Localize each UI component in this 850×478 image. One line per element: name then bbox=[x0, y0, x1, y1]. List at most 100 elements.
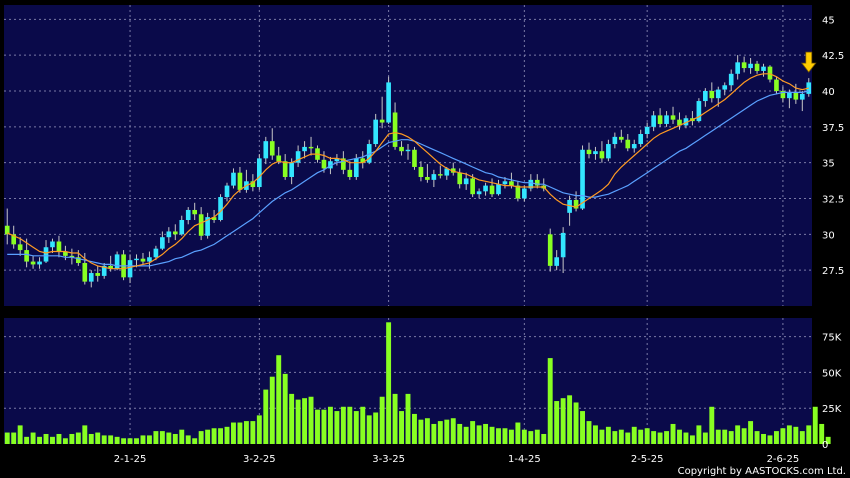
candle-body bbox=[502, 181, 508, 185]
candlestick bbox=[269, 128, 275, 160]
candlestick bbox=[741, 56, 747, 73]
candlestick bbox=[334, 154, 340, 166]
volume-bar bbox=[379, 396, 385, 444]
candle-body bbox=[709, 91, 715, 99]
candlestick bbox=[412, 146, 417, 170]
price-tick-label: 35 bbox=[822, 159, 835, 170]
candlestick bbox=[218, 194, 223, 222]
volume-bar bbox=[82, 425, 88, 444]
volume-bar bbox=[470, 421, 476, 444]
volume-bar bbox=[315, 409, 320, 444]
volume-bar bbox=[677, 429, 682, 444]
candlestick bbox=[121, 250, 126, 281]
volume-bar bbox=[709, 406, 715, 444]
volume-bar bbox=[101, 435, 107, 444]
volume-bar bbox=[17, 425, 23, 444]
candle-body bbox=[476, 191, 482, 195]
candlestick bbox=[444, 166, 450, 180]
volume-bar bbox=[670, 423, 676, 444]
candlestick bbox=[761, 63, 766, 77]
candle-body bbox=[560, 232, 566, 258]
price-tick-label: 45 bbox=[822, 15, 835, 26]
candle-body bbox=[379, 119, 385, 123]
candlestick bbox=[237, 166, 243, 193]
candlesticks bbox=[4, 55, 812, 288]
volume-bar bbox=[547, 358, 553, 444]
volume-bar bbox=[780, 428, 786, 444]
candle-body bbox=[593, 151, 598, 155]
candle-body bbox=[586, 149, 592, 155]
candle-body bbox=[767, 66, 773, 80]
date-tick-label: 1-4-25 bbox=[508, 454, 541, 465]
latest-price-marker bbox=[800, 51, 817, 73]
candle-body bbox=[670, 115, 676, 120]
volume-bar bbox=[321, 409, 327, 444]
volume-bar bbox=[37, 436, 43, 444]
candlestick bbox=[793, 83, 799, 104]
candle-body bbox=[114, 254, 120, 269]
volume-bar bbox=[657, 432, 663, 444]
candle-body bbox=[250, 181, 256, 188]
candlestick bbox=[392, 102, 398, 150]
candle-body bbox=[282, 161, 288, 177]
candlestick bbox=[30, 255, 36, 269]
volume-bar bbox=[761, 433, 766, 444]
candlestick bbox=[95, 265, 101, 282]
volume-bar bbox=[612, 431, 618, 444]
volume-tick-label: 75K bbox=[822, 333, 842, 344]
candlestick bbox=[425, 164, 430, 183]
candle-body bbox=[24, 250, 29, 262]
volume-bar bbox=[134, 438, 139, 444]
candlestick bbox=[799, 91, 805, 112]
candlestick bbox=[476, 188, 482, 199]
candlestick bbox=[360, 151, 366, 169]
volume-bar bbox=[412, 413, 417, 444]
volume-bar bbox=[205, 429, 211, 444]
volume-bar bbox=[437, 421, 443, 444]
volume-bar bbox=[11, 432, 17, 444]
volume-bar bbox=[819, 423, 825, 444]
candle-body bbox=[257, 158, 262, 188]
price-axis: 27.5 30 32.5 35 37.5 40 42.5 45 bbox=[822, 15, 844, 277]
candle-body bbox=[444, 168, 450, 176]
candle-body bbox=[799, 93, 805, 100]
volume-bar bbox=[140, 435, 146, 444]
candle-body bbox=[76, 257, 81, 263]
candle-body bbox=[153, 248, 159, 258]
candle-body bbox=[30, 261, 36, 265]
volume-bar bbox=[728, 431, 734, 444]
candlestick bbox=[638, 129, 644, 147]
candle-body bbox=[644, 126, 650, 134]
volume-bar bbox=[418, 419, 424, 444]
candlestick bbox=[470, 174, 475, 198]
candle-body bbox=[63, 251, 68, 256]
volume-bar bbox=[121, 438, 127, 444]
candle-body bbox=[431, 174, 437, 180]
volume-bar bbox=[166, 432, 172, 444]
candlestick bbox=[114, 251, 120, 271]
volume-bar bbox=[62, 438, 68, 444]
candle-body bbox=[412, 149, 417, 167]
volume-bar bbox=[592, 425, 598, 444]
candlestick bbox=[231, 168, 236, 189]
volume-bar bbox=[114, 436, 120, 444]
candle-body bbox=[780, 91, 786, 99]
volume-bar bbox=[631, 426, 637, 444]
volume-bar bbox=[95, 432, 101, 444]
candle-body bbox=[683, 118, 689, 126]
candlestick bbox=[567, 195, 572, 226]
volume-bar bbox=[373, 412, 379, 444]
candle-body bbox=[50, 241, 55, 248]
candlestick bbox=[160, 231, 165, 251]
moving-averages bbox=[6, 73, 809, 270]
candlestick bbox=[257, 154, 262, 190]
volume-bar bbox=[276, 355, 282, 444]
volume-bar bbox=[75, 432, 81, 444]
candle-body bbox=[728, 73, 734, 86]
volume-bar bbox=[353, 411, 359, 444]
candle-body bbox=[11, 234, 17, 245]
candlestick bbox=[43, 240, 49, 263]
candle-body bbox=[793, 92, 799, 100]
candle-body bbox=[276, 155, 282, 162]
candlestick bbox=[496, 179, 501, 196]
